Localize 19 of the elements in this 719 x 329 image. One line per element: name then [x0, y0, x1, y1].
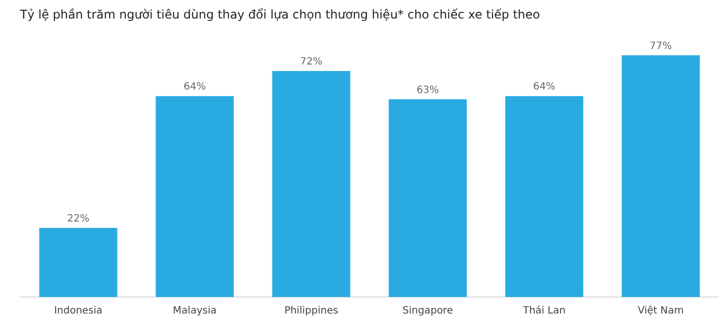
x-tick-label: Philippines [284, 306, 338, 317]
bar [388, 99, 467, 297]
data-label: 22% [67, 214, 90, 225]
bar [622, 55, 700, 297]
data-label: 63% [416, 84, 439, 96]
x-tick-label: Thái Lan [522, 306, 566, 317]
bar [505, 96, 584, 297]
bar [272, 70, 350, 297]
x-tick-label: Singapore [402, 306, 453, 317]
data-label: 64% [184, 82, 206, 93]
data-label: 77% [650, 40, 672, 52]
chart-title: Tỷ lệ phần trăm người tiêu dùng thay đổi lựa chọn thương hiệu* cho chiếc xe tiếp theo [19, 7, 540, 22]
data-label: 64% [533, 82, 556, 93]
x-tick-label: Việt Nam [638, 306, 684, 317]
x-tick-label: Malaysia [172, 306, 217, 317]
data-label: 72% [300, 56, 322, 68]
bar [39, 228, 118, 297]
x-tick-label: Indonesia [54, 306, 102, 317]
bar [156, 96, 234, 297]
